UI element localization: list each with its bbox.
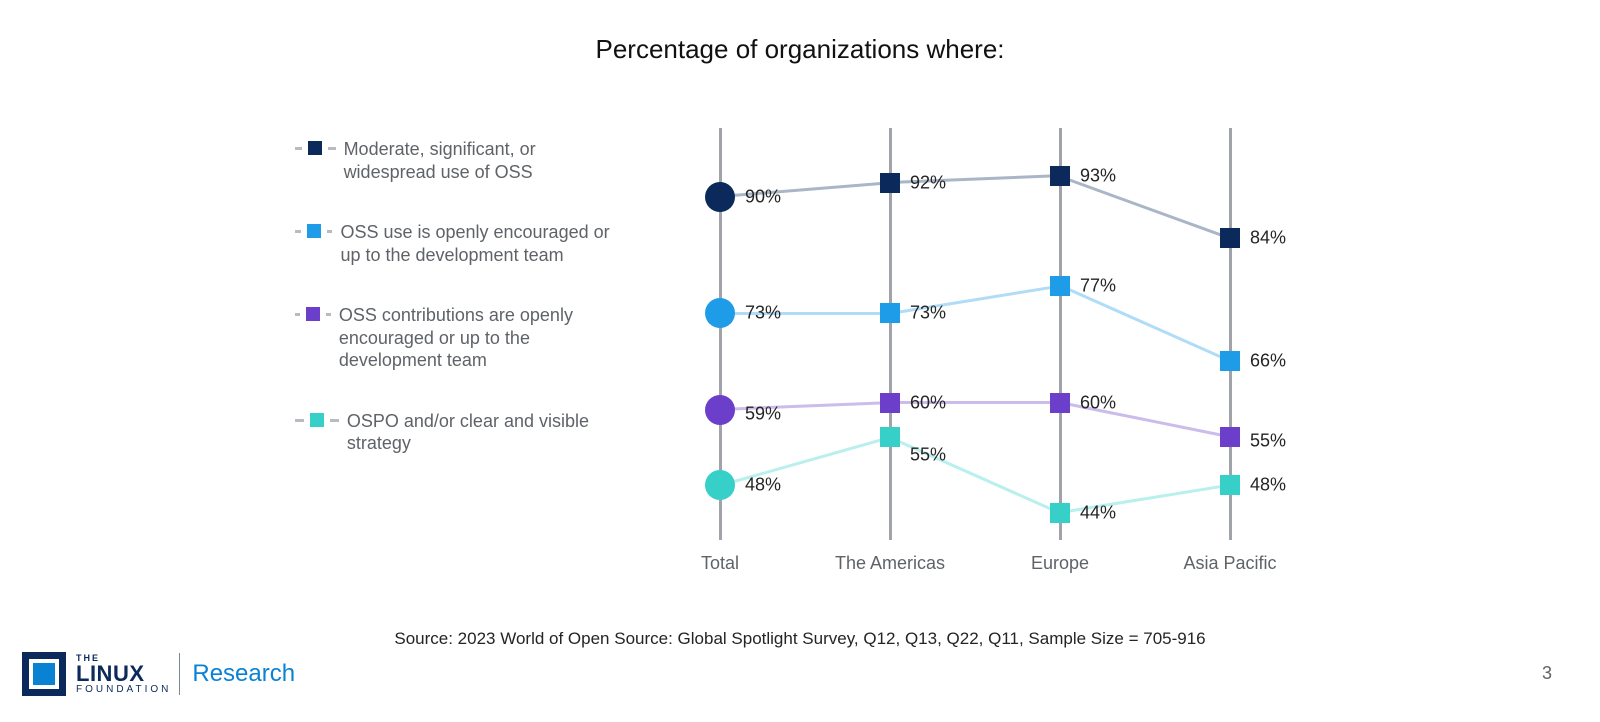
data-marker: [1050, 503, 1070, 523]
logo-text: THE LINUX FOUNDATION: [76, 654, 171, 695]
data-value-label: 55%: [1250, 431, 1286, 452]
category-axis-line: [1059, 128, 1062, 540]
page-number: 3: [1542, 663, 1552, 684]
data-marker: [705, 470, 735, 500]
chart-title: Percentage of organizations where:: [0, 34, 1600, 65]
data-marker: [1050, 166, 1070, 186]
linux-foundation-research-logo: THE LINUX FOUNDATION Research: [22, 652, 295, 696]
chart-area: Total The Americas Europe Asia Pacific 90% 92…: [680, 110, 1320, 580]
data-value-label: 48%: [745, 475, 781, 496]
data-value-label: 48%: [1250, 475, 1286, 496]
legend-label: OSPO and/or clear and visible strategy: [347, 410, 625, 455]
data-marker: [1220, 475, 1240, 495]
data-marker: [1220, 351, 1240, 371]
data-marker: [1220, 427, 1240, 447]
legend-item: OSS use is openly encouraged or up to th…: [295, 221, 625, 266]
data-value-label: 44%: [1080, 502, 1116, 523]
logo-divider: [179, 653, 180, 695]
legend-item: Moderate, significant, or widespread use…: [295, 138, 625, 183]
logo-research: Research: [192, 660, 295, 688]
data-marker: [880, 427, 900, 447]
data-value-label: 66%: [1250, 351, 1286, 372]
data-marker: [880, 303, 900, 323]
data-marker: [1050, 276, 1070, 296]
category-label: Asia Pacific: [1183, 553, 1276, 574]
logo-linux: LINUX: [76, 663, 171, 685]
logo-foundation: FOUNDATION: [76, 685, 171, 695]
legend-label: OSS use is openly encouraged or up to th…: [340, 221, 625, 266]
category-label: The Americas: [835, 553, 945, 574]
data-value-label: 73%: [910, 303, 946, 324]
legend-label: OSS contributions are openly encouraged …: [339, 304, 625, 372]
data-value-label: 60%: [1080, 392, 1116, 413]
data-value-label: 84%: [1250, 227, 1286, 248]
data-marker: [1220, 228, 1240, 248]
data-value-label: 77%: [1080, 275, 1116, 296]
data-marker: [705, 298, 735, 328]
data-value-label: 59%: [745, 403, 781, 424]
data-value-label: 55%: [910, 445, 946, 466]
data-value-label: 90%: [745, 186, 781, 207]
data-marker: [880, 173, 900, 193]
category-label: Total: [701, 553, 739, 574]
logo-mark-icon: [22, 652, 66, 696]
data-value-label: 93%: [1080, 166, 1116, 187]
data-marker: [880, 393, 900, 413]
data-marker: [705, 182, 735, 212]
category-label: Europe: [1031, 553, 1089, 574]
data-value-label: 92%: [910, 172, 946, 193]
data-marker: [705, 395, 735, 425]
legend-label: Moderate, significant, or widespread use…: [344, 138, 625, 183]
data-value-label: 60%: [910, 392, 946, 413]
legend: Moderate, significant, or widespread use…: [295, 138, 625, 493]
legend-item: OSS contributions are openly encouraged …: [295, 304, 625, 372]
data-marker: [1050, 393, 1070, 413]
data-value-label: 73%: [745, 303, 781, 324]
source-caption: Source: 2023 World of Open Source: Globa…: [0, 629, 1600, 649]
legend-item: OSPO and/or clear and visible strategy: [295, 410, 625, 455]
